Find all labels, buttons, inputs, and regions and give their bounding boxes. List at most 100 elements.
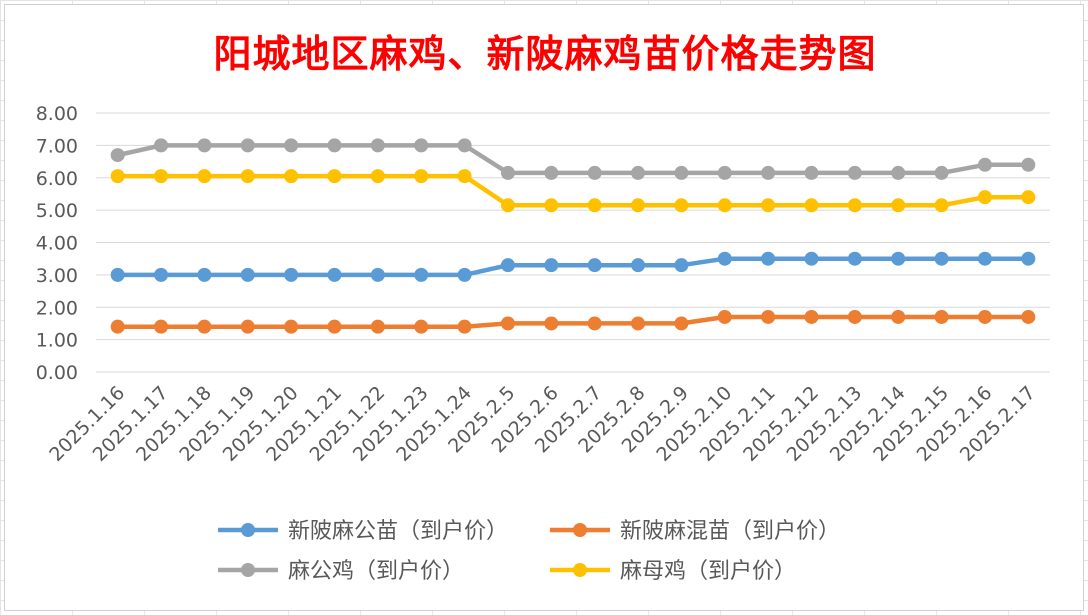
data-point — [414, 267, 429, 282]
legend-swatch-marker — [241, 523, 255, 537]
legend-label: 麻母鸡（到户价） — [620, 559, 796, 584]
data-point — [977, 157, 992, 172]
data-point — [934, 251, 949, 266]
data-point — [110, 169, 125, 184]
data-point — [847, 309, 862, 324]
data-point — [414, 169, 429, 184]
data-point — [370, 169, 385, 184]
data-point — [1021, 190, 1036, 205]
data-point — [631, 165, 646, 180]
data-point — [891, 309, 906, 324]
series-line — [115, 314, 1031, 329]
data-point — [544, 165, 559, 180]
data-point — [804, 198, 819, 213]
data-point — [327, 267, 342, 282]
data-point — [240, 138, 255, 153]
data-point — [414, 319, 429, 334]
data-point — [891, 165, 906, 180]
data-point — [154, 267, 169, 282]
legend-label: 麻公鸡（到户价） — [288, 559, 464, 584]
y-tick-label: 3.00 — [36, 265, 78, 287]
data-point — [717, 309, 732, 324]
data-point — [457, 319, 472, 334]
legend-swatch-marker — [573, 523, 587, 537]
data-point — [327, 138, 342, 153]
data-point — [284, 319, 299, 334]
y-tick-label: 5.00 — [36, 200, 78, 222]
data-point — [544, 258, 559, 273]
data-point — [240, 267, 255, 282]
data-point — [804, 165, 819, 180]
data-point — [587, 258, 602, 273]
data-point — [977, 190, 992, 205]
data-point — [370, 319, 385, 334]
data-point — [370, 267, 385, 282]
y-tick-label: 6.00 — [36, 168, 78, 190]
data-point — [414, 138, 429, 153]
series-line — [115, 143, 1031, 176]
data-point — [1021, 251, 1036, 266]
data-point — [587, 198, 602, 213]
data-point — [240, 169, 255, 184]
data-point — [631, 316, 646, 331]
data-point — [587, 165, 602, 180]
data-point — [327, 319, 342, 334]
data-point — [500, 165, 515, 180]
data-point — [154, 169, 169, 184]
legend-swatch-marker — [573, 563, 587, 577]
data-point — [154, 138, 169, 153]
data-point — [761, 309, 776, 324]
y-tick-label: 2.00 — [36, 297, 78, 319]
data-point — [544, 316, 559, 331]
data-point — [934, 198, 949, 213]
data-point — [891, 251, 906, 266]
data-point — [500, 198, 515, 213]
data-point — [154, 319, 169, 334]
data-point — [977, 251, 992, 266]
legend-label: 新陂麻混苗（到户价） — [620, 519, 840, 544]
data-point — [761, 165, 776, 180]
data-point — [761, 198, 776, 213]
data-point — [717, 198, 732, 213]
data-point — [761, 251, 776, 266]
data-point — [934, 165, 949, 180]
data-point — [110, 319, 125, 334]
data-point — [197, 319, 212, 334]
y-tick-label: 1.00 — [36, 330, 78, 352]
data-point — [457, 138, 472, 153]
data-point — [197, 169, 212, 184]
data-point — [804, 309, 819, 324]
data-point — [110, 267, 125, 282]
data-point — [674, 316, 689, 331]
legend-label: 新陂麻公苗（到户价） — [288, 519, 508, 544]
data-point — [717, 251, 732, 266]
data-point — [370, 138, 385, 153]
data-point — [847, 251, 862, 266]
data-point — [587, 316, 602, 331]
data-point — [197, 138, 212, 153]
chart-title: 阳城地区麻鸡、新陂麻鸡苗价格走势图 — [213, 31, 877, 76]
series-line — [115, 256, 1031, 278]
data-point — [674, 258, 689, 273]
data-point — [717, 165, 732, 180]
data-point — [934, 309, 949, 324]
data-point — [847, 165, 862, 180]
data-point — [1021, 157, 1036, 172]
data-point — [197, 267, 212, 282]
data-point — [500, 258, 515, 273]
data-point — [284, 138, 299, 153]
data-point — [327, 169, 342, 184]
data-point — [457, 169, 472, 184]
data-point — [631, 258, 646, 273]
data-point — [500, 316, 515, 331]
data-point — [804, 251, 819, 266]
data-point — [110, 148, 125, 163]
data-point — [284, 169, 299, 184]
y-tick-label: 8.00 — [36, 103, 78, 125]
data-point — [631, 198, 646, 213]
data-point — [457, 267, 472, 282]
legend-swatch-marker — [241, 563, 255, 577]
y-tick-label: 0.00 — [36, 362, 78, 384]
y-tick-label: 7.00 — [36, 135, 78, 157]
